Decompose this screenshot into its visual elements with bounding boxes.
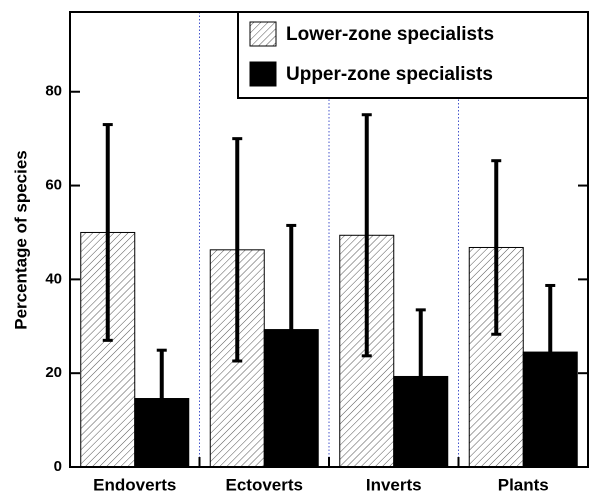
y-axis-label: Percentage of species bbox=[11, 150, 30, 330]
y-tick-label: 40 bbox=[45, 270, 62, 287]
y-tick-label: 20 bbox=[45, 364, 62, 381]
x-tick-label: Ectoverts bbox=[226, 475, 303, 494]
y-tick-label: 0 bbox=[54, 458, 62, 475]
legend-box bbox=[237, 11, 589, 99]
y-tick-label: 80 bbox=[45, 83, 62, 100]
x-tick-label: Inverts bbox=[366, 475, 422, 494]
legend-swatch bbox=[249, 61, 277, 87]
y-tick-label: 60 bbox=[45, 177, 62, 194]
x-tick-label: Endoverts bbox=[93, 475, 176, 494]
legend-swatch bbox=[249, 21, 277, 47]
x-tick-label: Plants bbox=[498, 475, 549, 494]
legend-label: Upper-zone specialists bbox=[286, 64, 493, 85]
legend-label: Lower-zone specialists bbox=[286, 24, 494, 45]
